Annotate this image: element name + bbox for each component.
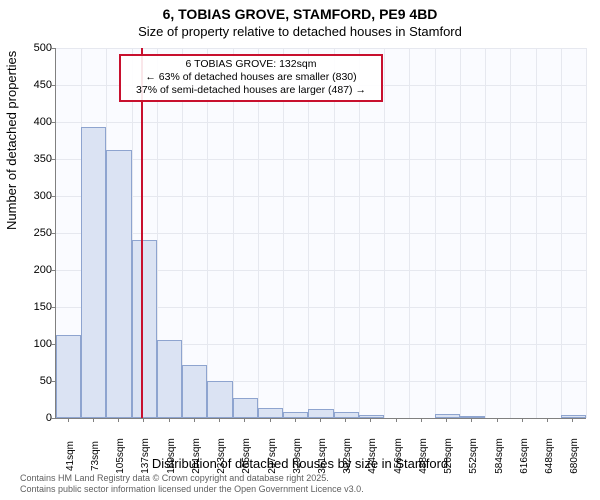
y-tick-label: 150	[12, 301, 52, 313]
marker-line	[141, 48, 143, 418]
chart-subtitle: Size of property relative to detached ho…	[0, 24, 600, 39]
y-tick-mark	[51, 122, 55, 123]
x-axis-label: Distribution of detached houses by size …	[0, 456, 600, 471]
footer-attribution: Contains HM Land Registry data © Crown c…	[20, 473, 364, 495]
histogram-bar	[258, 408, 283, 418]
y-tick-label: 200	[12, 264, 52, 276]
y-tick-mark	[51, 344, 55, 345]
annotation-line-2: ← 63% of detached houses are smaller (83…	[127, 71, 375, 84]
histogram-bar	[106, 150, 131, 418]
histogram-bar	[283, 412, 308, 418]
y-tick-mark	[51, 196, 55, 197]
histogram-bar	[182, 365, 207, 418]
y-tick-label: 250	[12, 227, 52, 239]
x-tick-mark	[68, 418, 69, 422]
y-tick-label: 50	[12, 375, 52, 387]
x-tick-mark	[572, 418, 573, 422]
x-tick-mark	[370, 418, 371, 422]
x-tick-mark	[295, 418, 296, 422]
gridline-h	[56, 48, 586, 49]
gridline-v	[409, 48, 410, 418]
x-tick-mark	[143, 418, 144, 422]
y-tick-label: 450	[12, 79, 52, 91]
annotation-line-3: 37% of semi-detached houses are larger (…	[127, 84, 375, 97]
histogram-bar	[207, 381, 232, 418]
x-tick-mark	[396, 418, 397, 422]
gridline-v	[586, 48, 587, 418]
x-tick-mark	[345, 418, 346, 422]
gridline-v	[258, 48, 259, 418]
y-tick-mark	[51, 159, 55, 160]
x-tick-mark	[93, 418, 94, 422]
gridline-v	[359, 48, 360, 418]
histogram-chart: 6, TOBIAS GROVE, STAMFORD, PE9 4BD Size …	[0, 0, 600, 500]
x-tick-mark	[547, 418, 548, 422]
y-tick-label: 300	[12, 190, 52, 202]
gridline-v	[334, 48, 335, 418]
gridline-v	[485, 48, 486, 418]
gridline-h	[56, 233, 586, 234]
y-tick-label: 100	[12, 338, 52, 350]
gridline-v	[536, 48, 537, 418]
gridline-v	[561, 48, 562, 418]
histogram-bar	[132, 240, 157, 418]
x-tick-mark	[219, 418, 220, 422]
annotation-box: 6 TOBIAS GROVE: 132sqm← 63% of detached …	[119, 54, 383, 102]
footer-line-2: Contains public sector information licen…	[20, 484, 364, 495]
y-tick-mark	[51, 48, 55, 49]
x-tick-mark	[320, 418, 321, 422]
x-tick-mark	[497, 418, 498, 422]
x-tick-mark	[118, 418, 119, 422]
y-tick-label: 400	[12, 116, 52, 128]
gridline-h	[56, 122, 586, 123]
x-tick-mark	[194, 418, 195, 422]
y-tick-mark	[51, 381, 55, 382]
y-tick-mark	[51, 270, 55, 271]
x-tick-mark	[421, 418, 422, 422]
chart-title: 6, TOBIAS GROVE, STAMFORD, PE9 4BD	[0, 6, 600, 22]
x-tick-mark	[522, 418, 523, 422]
x-tick-mark	[446, 418, 447, 422]
histogram-bar	[81, 127, 106, 418]
gridline-v	[510, 48, 511, 418]
x-tick-mark	[471, 418, 472, 422]
gridline-v	[207, 48, 208, 418]
histogram-bar	[56, 335, 81, 418]
y-tick-mark	[51, 233, 55, 234]
y-axis-label: Number of detached properties	[4, 51, 19, 230]
y-tick-label: 500	[12, 42, 52, 54]
gridline-v	[460, 48, 461, 418]
gridline-v	[182, 48, 183, 418]
gridline-v	[435, 48, 436, 418]
x-tick-mark	[270, 418, 271, 422]
gridline-v	[283, 48, 284, 418]
plot-area: 6 TOBIAS GROVE: 132sqm← 63% of detached …	[55, 48, 586, 419]
y-tick-mark	[51, 85, 55, 86]
gridline-v	[384, 48, 385, 418]
histogram-bar	[233, 398, 258, 418]
histogram-bar	[308, 409, 333, 418]
gridline-v	[233, 48, 234, 418]
gridline-v	[308, 48, 309, 418]
gridline-h	[56, 196, 586, 197]
footer-line-1: Contains HM Land Registry data © Crown c…	[20, 473, 364, 484]
x-tick-mark	[169, 418, 170, 422]
annotation-line-1: 6 TOBIAS GROVE: 132sqm	[127, 58, 375, 71]
y-tick-mark	[51, 307, 55, 308]
y-tick-label: 350	[12, 153, 52, 165]
x-tick-mark	[244, 418, 245, 422]
histogram-bar	[157, 340, 182, 418]
gridline-h	[56, 159, 586, 160]
y-tick-mark	[51, 418, 55, 419]
y-tick-label: 0	[12, 412, 52, 424]
